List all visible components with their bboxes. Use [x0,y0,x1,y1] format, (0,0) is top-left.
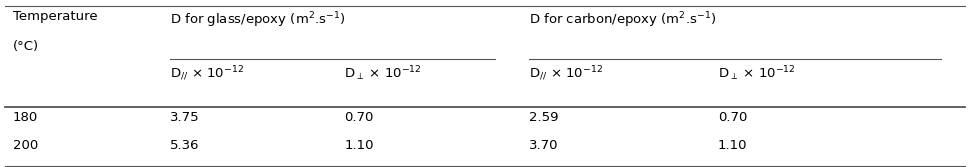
Text: 1.10: 1.10 [344,139,373,152]
Text: 2.59: 2.59 [528,111,557,124]
Text: D$_{//}$ $\times$ 10$^{-12}$: D$_{//}$ $\times$ 10$^{-12}$ [170,64,243,83]
Text: 5.36: 5.36 [170,139,199,152]
Text: D$_{\perp}$ $\times$ 10$^{-12}$: D$_{\perp}$ $\times$ 10$^{-12}$ [717,64,795,83]
Text: Temperature: Temperature [13,10,97,23]
Text: 0.70: 0.70 [717,111,746,124]
Text: 180: 180 [13,111,38,124]
Text: D$_{//}$ $\times$ 10$^{-12}$: D$_{//}$ $\times$ 10$^{-12}$ [528,64,602,83]
Text: (°C): (°C) [13,40,39,53]
Text: 1.10: 1.10 [717,139,746,152]
Text: 3.70: 3.70 [528,139,557,152]
Text: D$_{\perp}$ $\times$ 10$^{-12}$: D$_{\perp}$ $\times$ 10$^{-12}$ [344,64,422,83]
Text: 3.75: 3.75 [170,111,200,124]
Text: 200: 200 [13,139,38,152]
Text: D for carbon/epoxy (m$^2$.s$^{-1}$): D for carbon/epoxy (m$^2$.s$^{-1}$) [528,10,715,30]
Text: D for glass/epoxy (m$^2$.s$^{-1}$): D for glass/epoxy (m$^2$.s$^{-1}$) [170,10,345,30]
Text: 0.70: 0.70 [344,111,373,124]
